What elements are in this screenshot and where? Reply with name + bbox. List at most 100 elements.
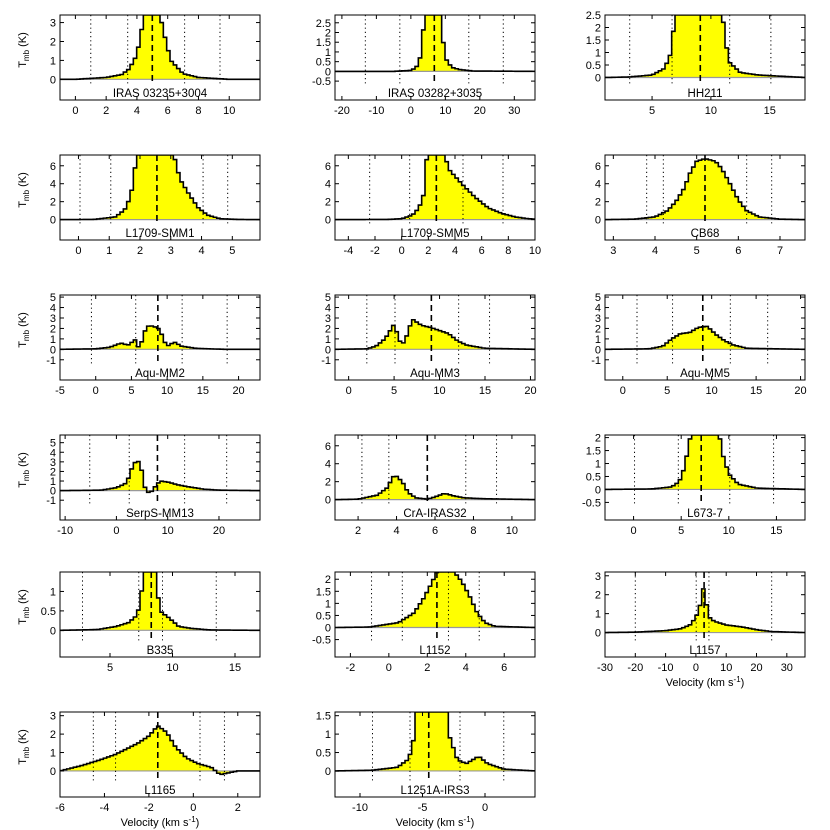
y-tick-label: 2.5 [316,18,331,30]
panel-name: L1152 [419,645,450,657]
y-tick-label: 1 [595,459,601,471]
y-tick-label: -1 [321,355,331,367]
y-tick-label: -0.5 [582,497,601,509]
spectrum-line [335,712,535,772]
y-tick-label: 1 [325,729,331,741]
x-tick-label: -4 [343,245,353,257]
x-tick-label: 1 [106,245,112,257]
y-tick-label: 0 [50,344,56,356]
y-tick-label: 2 [595,323,601,335]
y-tick-label: 1.5 [586,35,601,47]
spectrum-panel: L1165 0 1 2 3 -6 -4 -2 0 2 Tmb (K) Velocity (km s-1… [17,711,261,829]
y-tick-label: 3 [50,18,56,30]
spectrum-panel: CB68 0 2 4 6 3 4 5 6 7 [595,154,806,257]
spectrum-fill [60,325,260,350]
spectrum-fill [60,15,260,80]
panel-name: IRAS 03282+3035 [388,88,482,100]
y-tick-label: 1 [325,598,331,610]
spectrum-line [605,588,805,634]
y-tick-label: 5 [325,292,331,304]
y-tick-label: 5 [50,292,56,304]
panel-frame [59,571,261,658]
x-tick-label: 10 [433,385,445,397]
spectrum-panel: L1152-0.500.511.52-2 0 2 4 6 [312,571,536,674]
spectrum-line [60,572,260,632]
x-tick-label: -4 [100,802,110,814]
x-tick-label: 2 [424,662,430,674]
y-tick-label: 1 [50,334,56,346]
spectrum-line [60,15,260,81]
y-tick-label: 2 [595,433,601,445]
x-tick-label: 10 [706,385,718,397]
panel-name: CrA-IRAS32 [403,508,466,520]
x-tick-label: 8 [195,105,201,117]
x-tick-label: 20 [474,105,486,117]
y-tick-label: 2 [595,23,601,35]
x-tick-label: -6 [55,802,65,814]
x-tick-label: 2 [137,245,143,257]
panel-frame [334,711,536,798]
x-tick-label: 15 [229,662,241,674]
panel-frame [604,434,806,521]
x-tick-label: 0 [190,802,196,814]
y-tick-label: -1 [46,495,56,507]
y-tick-label: 2 [50,197,56,209]
panel-name: SerpS-MM13 [126,508,194,520]
y-tick-label: 0 [50,486,56,498]
panel-frame [59,294,261,381]
x-tick-label: 5 [678,525,684,537]
y-tick-label: 2 [50,466,56,478]
panel-name: B335 [147,645,174,657]
y-tick-label: 0 [325,344,331,356]
spectrum-panel: L1251A-IRS3 0 0.5 1 1.5 -10 -5 0 Velocity (km s-… [316,711,536,829]
y-tick-label: 4 [325,459,331,471]
y-tick-label: 2.5 [586,10,601,22]
spectrum-line [605,435,805,491]
y-tick-label: 6 [50,161,56,173]
spectrum-line [60,460,260,494]
x-tick-label: 3 [168,245,174,257]
y-tick-label: 0.5 [316,748,331,760]
y-tick-label: 1.5 [586,446,601,458]
x-tick-label: -2 [370,245,380,257]
y-axis-label: Tmb (K) [17,172,31,208]
spectrum-line [335,15,535,73]
panel-frame [334,294,536,381]
x-tick-label: 0 [72,105,78,117]
y-tick-label: 4 [50,179,56,191]
x-tick-label: 30 [781,662,793,674]
spectrum-fill [60,461,260,493]
y-tick-label: 3 [595,313,601,325]
y-tick-label: 0 [325,623,331,635]
spectrum-fill [335,712,535,771]
x-tick-label: 5 [664,385,670,397]
x-tick-label: 10 [705,105,717,117]
panel-name: L1709-SMM5 [400,228,469,240]
y-tick-label: 1 [595,609,601,621]
y-tick-label: 2 [595,197,601,209]
panel-frame [59,711,261,798]
spectrum-line [335,572,535,629]
x-tick-label: 15 [750,385,762,397]
y-tick-label: 4 [325,179,331,191]
x-tick-label: -5 [55,385,65,397]
x-tick-label: -10 [658,662,674,674]
spectrum-line [60,325,260,351]
spectrum-fill [605,435,805,490]
panel-frame [604,294,806,381]
y-tick-label: 2 [325,574,331,586]
x-tick-label: 20 [750,662,762,674]
panel-name: L1165 [144,785,175,797]
y-tick-label: 1 [595,334,601,346]
y-tick-label: 0.5 [586,471,601,483]
x-tick-label: -10 [368,105,384,117]
x-tick-label: 15 [770,525,782,537]
x-tick-label: 5 [694,245,700,257]
x-tick-label: 2 [103,105,109,117]
x-tick-label: 4 [652,245,658,257]
x-axis-label: Velocity (km s-1) [121,815,200,829]
y-tick-label: 0 [325,66,331,78]
